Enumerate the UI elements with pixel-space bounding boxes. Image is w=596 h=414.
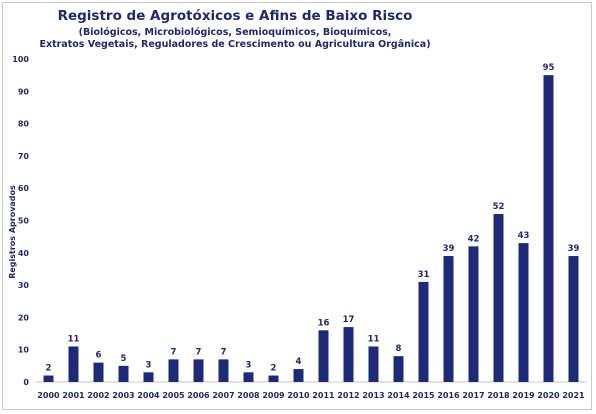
y-tick-label: 60: [18, 184, 30, 193]
bar-2021: [568, 256, 579, 382]
y-tick-label: 30: [18, 281, 30, 290]
bar-2013: [368, 346, 379, 382]
x-tick-label: 2005: [162, 391, 185, 400]
x-tick-label: 2018: [487, 391, 510, 400]
y-tick-label: 10: [18, 346, 30, 355]
bar-value-label: 3: [146, 360, 152, 370]
bar-2019: [518, 243, 529, 382]
bar-2015: [418, 281, 429, 382]
bar-2009: [268, 375, 279, 382]
bar-2004: [143, 372, 154, 382]
x-tick-label: 2014: [387, 391, 410, 400]
bar-2008: [243, 372, 254, 382]
bar-value-label: 95: [543, 63, 555, 73]
bar-value-label: 39: [568, 244, 580, 254]
chart-subtitle-line-1: (Biológicos, Microbiológicos, Semioquími…: [78, 27, 392, 38]
chart-title: Registro de Agrotóxicos e Afins de Baixo…: [57, 8, 413, 24]
y-tick-label: 70: [18, 152, 30, 161]
bar-value-label: 43: [518, 231, 530, 241]
bar-2012: [343, 327, 354, 382]
x-tick-label: 2010: [287, 391, 310, 400]
x-tick-label: 2011: [312, 391, 335, 400]
bar-2006: [193, 359, 204, 382]
x-tick-label: 2021: [562, 391, 585, 400]
x-tick-label: 2016: [437, 391, 460, 400]
bar-value-label: 5: [121, 354, 127, 364]
bar-2011: [318, 330, 329, 382]
x-axis: 2000 2001 2002 2003 2004 2005 2006 2007 2008 2009…: [36, 381, 586, 400]
x-tick-label: 2002: [87, 391, 109, 400]
bar-2005: [168, 359, 179, 382]
x-tick-label: 2019: [512, 391, 535, 400]
x-tick-label: 2009: [262, 391, 285, 400]
bar-2000: [43, 375, 54, 382]
chart-titles: Registro de Agrotóxicos e Afins de Baixo…: [0, 8, 470, 51]
y-tick-label: 0: [23, 378, 29, 387]
value-labels: 2 11 6 5 3 7 7 7 3 2 4 16 17 11 8 31 39 42 52 43 95 39: [46, 63, 580, 373]
bar-value-label: 7: [221, 347, 227, 357]
bar-value-label: 2: [271, 364, 277, 374]
bar-2016: [443, 256, 454, 382]
bar-value-label: 42: [468, 234, 480, 244]
bar-value-label: 11: [68, 334, 80, 344]
bar-2002: [93, 362, 104, 382]
y-tick-label: 100: [12, 55, 29, 64]
bar-value-label: 7: [196, 347, 202, 357]
bar-2003: [118, 365, 129, 382]
x-tick-label: 2007: [212, 391, 234, 400]
bar-value-label: 39: [443, 244, 455, 254]
bars: [43, 75, 579, 383]
y-tick-label: 90: [18, 87, 30, 96]
bar-value-label: 3: [246, 360, 252, 370]
bar-2010: [293, 369, 304, 382]
x-tick-label: 2015: [412, 391, 435, 400]
x-tick-label: 2006: [187, 391, 210, 400]
bar-value-label: 16: [318, 318, 330, 328]
x-tick-label: 2003: [112, 391, 134, 400]
bar-2017: [468, 246, 479, 382]
bar-2018: [493, 214, 504, 382]
y-axis-label: Registros Aprovados: [8, 185, 17, 279]
y-tick-label: 40: [18, 249, 30, 258]
x-tick-label: 2020: [537, 391, 560, 400]
bar-value-label: 6: [96, 351, 102, 361]
bar-2020: [543, 75, 554, 383]
bar-value-label: 7: [171, 347, 177, 357]
bar-value-label: 17: [343, 315, 355, 325]
x-tick-label: 2001: [62, 391, 85, 400]
bar-value-label: 11: [368, 334, 380, 344]
x-tick-label: 2008: [237, 391, 260, 400]
y-tick-label: 50: [18, 217, 30, 226]
chart-subtitle-line-2: Extratos Vegetais, Reguladores de Cresci…: [39, 39, 431, 50]
x-tick-label: 2017: [462, 391, 484, 400]
bar-value-label: 8: [396, 344, 402, 354]
y-tick-label: 20: [18, 313, 30, 322]
x-tick-label: 2012: [337, 391, 359, 400]
y-axis: 0 10 20 30 40 50 60 70 80 90 100: [12, 55, 29, 387]
x-tick-label: 2000: [37, 391, 60, 400]
bar-value-label: 31: [418, 270, 430, 280]
x-tick-label: 2004: [137, 391, 160, 400]
bar-2001: [68, 346, 79, 382]
bar-value-label: 2: [46, 364, 52, 374]
y-tick-label: 80: [18, 120, 30, 129]
chart-subtitle: (Biológicos, Microbiológicos, Semioquími…: [0, 27, 470, 51]
bar-2014: [393, 356, 404, 382]
x-tick-label: 2013: [362, 391, 384, 400]
bar-value-label: 4: [296, 357, 302, 367]
bar-value-label: 52: [493, 202, 505, 212]
bar-2007: [218, 359, 229, 382]
